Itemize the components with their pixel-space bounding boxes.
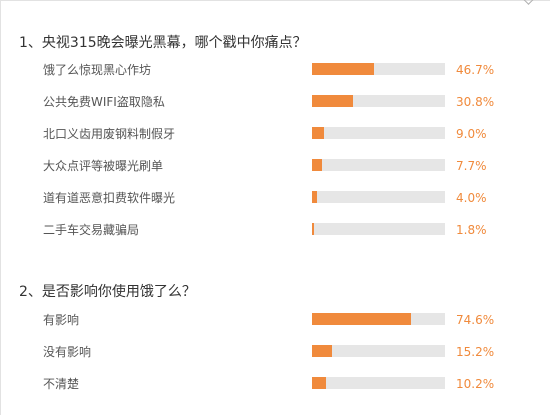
poll-option-row: 大众点评等被曝光刷单 7.7% [0,156,550,176]
poll-option-label: 不清楚 [43,377,80,391]
bar-track [312,127,445,139]
poll-option-label: 没有影响 [43,345,92,359]
poll-option-label: 北口义齿用废钢料制假牙 [43,127,176,141]
poll-option-percent: 15.2% [456,345,495,359]
poll-option-row: 二手车交易藏骗局 1.8% [0,220,550,240]
question-1-title: 1、央视315晚会曝光黑幕，哪个戳中你痛点？ [19,35,307,51]
poll-option-percent: 1.8% [456,223,487,237]
poll-option-percent: 74.6% [456,313,495,327]
poll-option-label: 道有道恶意扣费软件曝光 [43,191,176,205]
poll-option-percent: 46.7% [456,63,495,77]
poll-option-percent: 9.0% [456,127,487,141]
bar-track [312,223,445,235]
bar-track [312,95,445,107]
poll-option-row: 公共免费WIFI盗取隐私 30.8% [0,92,550,112]
bar-fill [312,345,332,357]
poll-option-row: 北口义齿用废钢料制假牙 9.0% [0,124,550,144]
poll-option-row: 没有影响 15.2% [0,342,550,362]
poll-option-row: 不清楚 10.2% [0,374,550,394]
poll-option-label: 二手车交易藏骗局 [43,223,140,237]
bar-track [312,313,445,325]
bar-track [312,345,445,357]
poll-option-percent: 10.2% [456,377,495,391]
poll-option-percent: 7.7% [456,159,487,173]
poll-option-row: 道有道恶意扣费软件曝光 4.0% [0,188,550,208]
question-2-title: 2、是否影响你使用饿了么？ [19,284,196,300]
bar-track [312,377,445,389]
poll-option-label: 公共免费WIFI盗取隐私 [43,95,165,109]
bar-fill [312,95,353,107]
bar-track [312,191,445,203]
poll-option-label: 有影响 [43,313,80,327]
poll-option-percent: 30.8% [456,95,495,109]
bar-fill [312,313,411,325]
bar-fill [312,191,317,203]
poll-option-row: 饿了么惊现黑心作坊 46.7% [0,60,550,80]
poll-option-label: 饿了么惊现黑心作坊 [43,63,152,77]
bar-fill [312,159,322,171]
poll-option-label: 大众点评等被曝光刷单 [43,159,164,173]
bar-track [312,63,445,75]
bar-fill [312,63,374,75]
bar-fill [312,223,314,235]
frame-top-border [0,0,550,1]
frame-left-border [0,0,1,415]
bar-fill [312,127,324,139]
poll-option-row: 有影响 74.6% [0,310,550,330]
bar-track [312,159,445,171]
poll-option-percent: 4.0% [456,191,487,205]
bar-fill [312,377,326,389]
